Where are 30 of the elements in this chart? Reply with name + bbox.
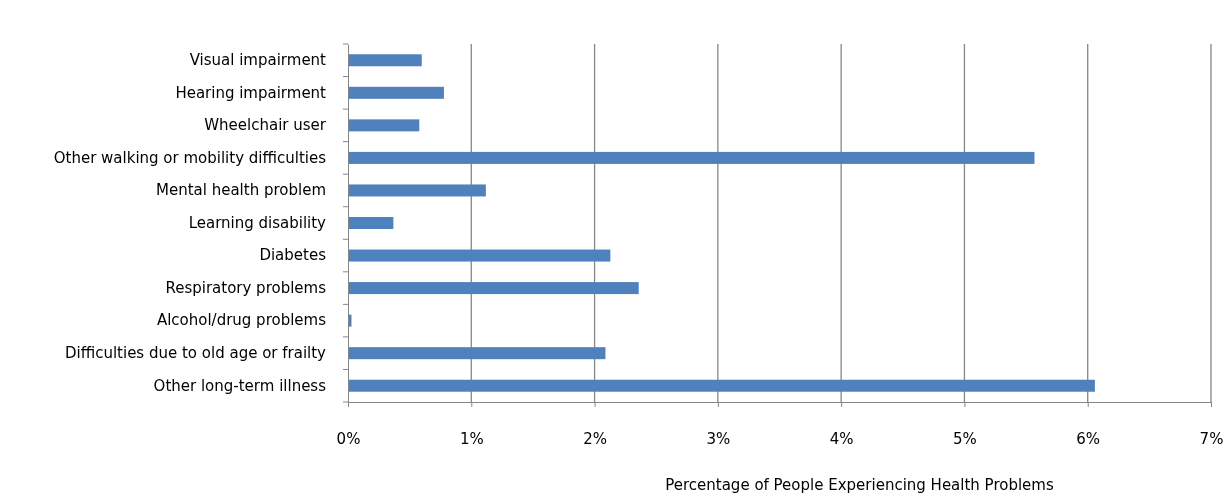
bar: [349, 217, 394, 229]
y-tick-label: Mental health problem: [155, 181, 326, 200]
y-tick-label: Other long-term illness: [153, 376, 327, 395]
x-tick-label: 7%: [1199, 429, 1224, 448]
bar: [349, 347, 606, 360]
y-tick-label: Respiratory problems: [165, 278, 327, 297]
bar: [349, 86, 444, 99]
x-tick-label: 2%: [583, 429, 607, 448]
y-tick-label: Diabetes: [259, 246, 327, 265]
bar: [349, 379, 1095, 392]
bar: [349, 119, 420, 132]
x-tick-label: 4%: [829, 429, 854, 448]
y-tick-label: Learning disability: [188, 213, 327, 232]
bar: [349, 151, 1035, 164]
x-tick-label: 3%: [706, 429, 731, 448]
bar: [349, 282, 639, 295]
y-tick-label: Difficulties due to old age or frailty: [64, 343, 327, 362]
x-axis-title: Percentage of People Experiencing Health Problems: [665, 476, 1054, 494]
y-tick-label: Wheelchair user: [204, 116, 327, 135]
y-tick-label: Other walking or mobility difficulties: [53, 148, 327, 167]
x-tick-label: 0%: [336, 429, 361, 448]
y-tick-label: Alcohol/drug problems: [156, 311, 327, 330]
y-tick-label: Hearing impairment: [175, 83, 327, 102]
bar: [349, 54, 422, 67]
x-tick-label: 5%: [953, 429, 977, 448]
bar: [349, 249, 611, 262]
x-tick-label: 1%: [459, 429, 484, 448]
y-tick-label: Visual impairment: [189, 51, 327, 70]
bar: [349, 184, 486, 197]
x-tick-label: 6%: [1076, 429, 1101, 448]
